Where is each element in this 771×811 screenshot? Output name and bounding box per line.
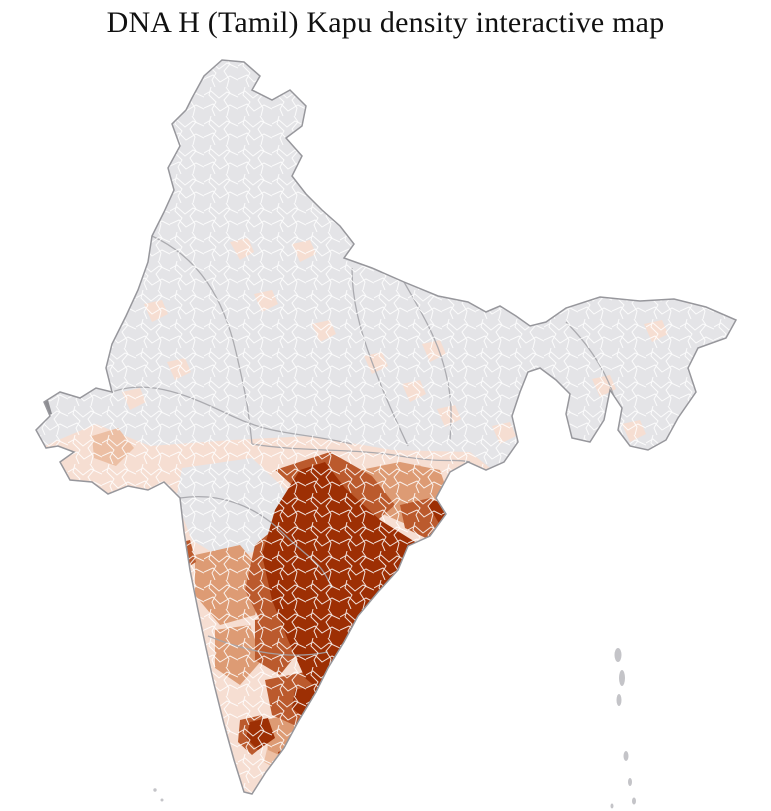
density-layers [36,60,736,794]
andaman-nicobar-islands[interactable] [610,648,637,809]
page-title: DNA H (Tamil) Kapu density interactive m… [106,6,665,39]
india-outline [35,59,738,795]
district-mosaic-overlay [36,60,736,794]
lakshadweep-islands[interactable] [153,788,164,802]
